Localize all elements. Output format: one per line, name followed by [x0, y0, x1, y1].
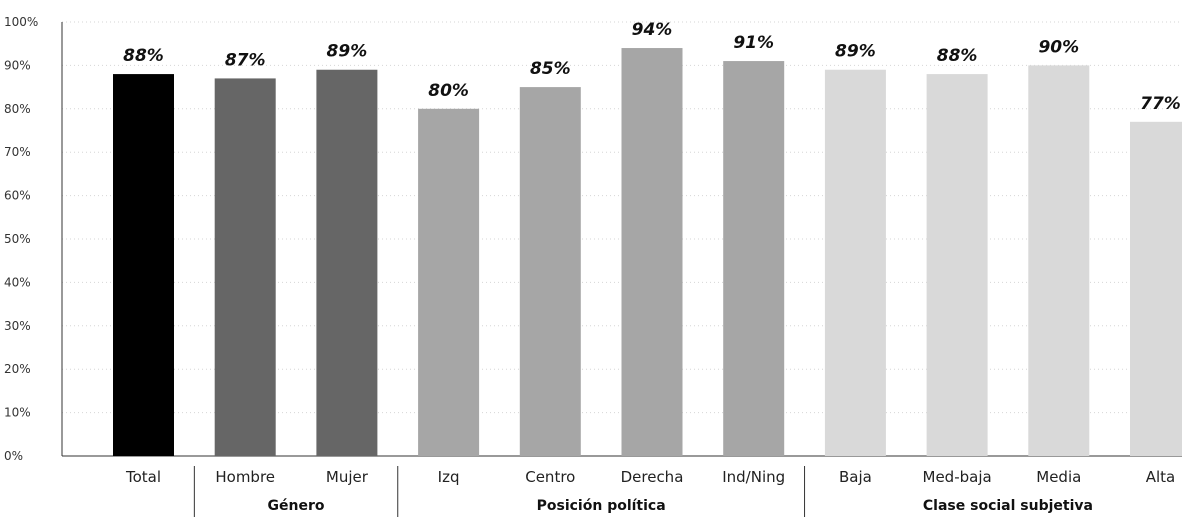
x-category-label: Mujer	[326, 468, 369, 486]
bar	[723, 61, 785, 457]
y-tick-label: 100%	[4, 15, 38, 29]
bar	[418, 108, 480, 457]
y-tick-label: 60%	[4, 189, 31, 203]
x-category-label: Med-baja	[923, 468, 992, 486]
y-tick-label: 10%	[4, 406, 31, 420]
bar-value-label: 77%	[1140, 94, 1181, 114]
x-category-label: Media	[1036, 468, 1081, 486]
category-labels: Total Hombre Mujer Izq Centro Derecha Ind/Ning…	[125, 468, 1175, 486]
y-tick-label: 30%	[4, 319, 31, 333]
x-category-label: Baja	[839, 468, 872, 486]
x-category-label: Alta	[1146, 468, 1176, 486]
x-category-label: Ind/Ning	[722, 468, 785, 486]
y-tick-label: 90%	[4, 58, 31, 72]
bar	[621, 48, 683, 456]
bar-value-label: 80%	[428, 81, 469, 101]
bar	[824, 69, 886, 457]
bar	[214, 78, 276, 457]
group-labels: Género Posición política Clase social subj…	[268, 498, 1093, 514]
bar-value-label: 89%	[835, 42, 876, 62]
bar-value-label: 91%	[733, 33, 774, 53]
bar	[1028, 65, 1090, 457]
y-tick-label: 50%	[4, 232, 31, 246]
bar-value-label: 85%	[530, 59, 571, 79]
group-label: Posición política	[537, 498, 666, 514]
y-tick-label: 80%	[4, 102, 31, 116]
bars	[113, 48, 1182, 457]
group-separators	[193, 466, 806, 517]
x-category-label: Centro	[525, 468, 575, 486]
y-tick-label: 40%	[4, 275, 31, 289]
x-category-label: Total	[125, 468, 161, 486]
y-tick-label: 20%	[4, 362, 31, 376]
group-label: Género	[268, 498, 325, 514]
x-category-label: Derecha	[621, 468, 684, 486]
value-labels: 88% 87% 89% 80% 85% 94% 91% 89% 88% 90% 77%	[123, 20, 1181, 114]
y-tick-label: 0%	[4, 449, 23, 463]
bar-value-label: 87%	[225, 50, 266, 70]
bar-value-label: 89%	[327, 42, 368, 62]
bar-value-label: 90%	[1038, 37, 1079, 57]
bar-value-label: 88%	[937, 46, 978, 66]
y-tick-label: 70%	[4, 145, 31, 159]
bar	[316, 69, 378, 457]
x-category-label: Izq	[438, 468, 460, 486]
bar	[1130, 121, 1182, 456]
x-category-label: Hombre	[215, 468, 275, 486]
y-axis-tick-labels: 0% 10% 20% 30% 40% 50% 60% 70% 80% 90% 100%	[4, 15, 38, 463]
bar-value-label: 88%	[123, 46, 164, 66]
bar	[926, 74, 988, 456]
group-label: Clase social subjetiva	[923, 498, 1093, 514]
bar	[113, 74, 174, 456]
bar	[519, 87, 581, 456]
bar-value-label: 94%	[632, 20, 673, 40]
